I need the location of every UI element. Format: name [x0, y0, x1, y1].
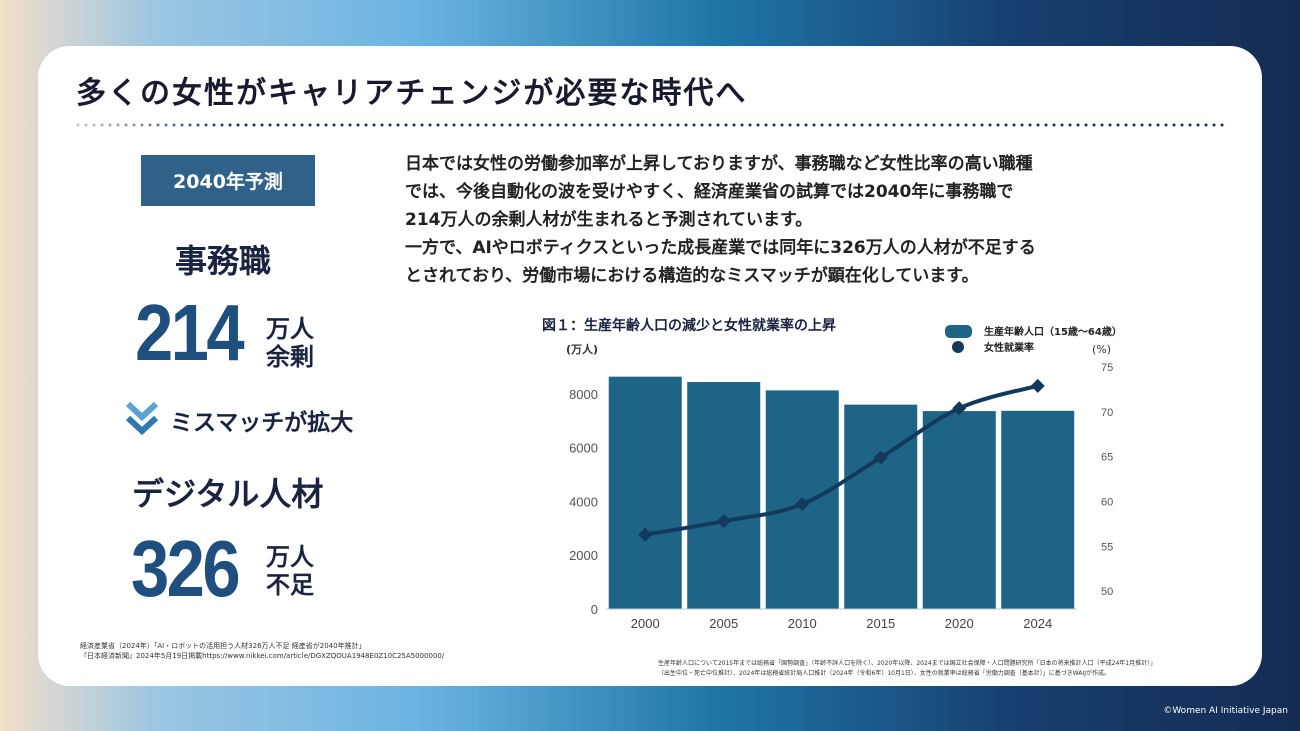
x-tick-label: 2010: [788, 616, 817, 631]
x-tick-label: 2024: [1023, 616, 1052, 631]
digital-unit-line2: 不足: [266, 571, 314, 599]
body-line: では、今後自動化の波を受けやすく、経済産業省の試算では2040年に事務職で: [405, 182, 1014, 202]
x-tick-label: 2005: [709, 616, 738, 631]
employment-rate-point: [638, 527, 653, 542]
clerical-unit-line2: 余剰: [266, 343, 314, 371]
title-divider-fade: [74, 121, 234, 129]
mismatch-row: ミスマッチが拡大: [124, 400, 353, 440]
slide-title: 多くの女性がキャリアチェンジが必要な時代へ: [76, 76, 748, 111]
body-line: 一方で、AIやロボティクスといった成長産業では同年に326万人の人材が不足する: [405, 238, 1036, 258]
y2-tick-label: 60: [1101, 496, 1113, 508]
y-tick-label: 8000: [569, 387, 598, 402]
y2-axis-unit: (%): [1092, 343, 1111, 356]
y-tick-label: 2000: [569, 548, 598, 563]
body-paragraph: 日本では女性の労働参加率が上昇しておりますが、事務職など女性比率の高い職種 では…: [405, 150, 1205, 290]
legend-swatch-line: [952, 341, 964, 353]
bar: [922, 411, 996, 609]
bar: [608, 376, 682, 609]
clerical-unit: 万人 余剰: [266, 315, 314, 371]
y2-tick-label: 70: [1101, 407, 1113, 419]
y2-tick-label: 75: [1101, 362, 1113, 374]
clerical-number: 214: [135, 288, 245, 377]
digital-unit-line1: 万人: [266, 543, 314, 571]
y-tick-label: 0: [591, 602, 598, 617]
source-note-left: 経済産業省（2024年）「AI・ロボットの活用担う人材326万人不足 経産省が2…: [80, 641, 444, 661]
bar: [844, 404, 918, 609]
y2-tick-label: 50: [1101, 586, 1113, 598]
employment-rate-point: [716, 514, 731, 529]
population-employment-chart: 0 2000 4000 6000 8000 50 55 60 65 70 75 (万人) (%) 2000…: [566, 325, 1122, 631]
title-divider: [74, 123, 1224, 127]
digital-number: 326: [131, 524, 241, 613]
y-axis-unit: (万人): [566, 342, 598, 356]
source-note-right: 生産年齢人口について2015年までは総務省「国勢調査」（年齢不詳人口を除く）、2…: [658, 659, 1156, 679]
source-line: （出生中位・死亡中位推計）、2024年は総務省統計局人口推計（2024年（令和6…: [658, 670, 1111, 677]
clerical-unit-line1: 万人: [266, 315, 314, 343]
employment-rate-point: [795, 497, 810, 512]
digital-unit: 万人 不足: [266, 543, 314, 599]
employment-rate-point: [1030, 378, 1045, 393]
legend-label: 生産年齢人口（15歳〜64歳）: [984, 325, 1122, 338]
x-tick-label: 2000: [631, 616, 660, 631]
bar: [1001, 410, 1075, 609]
y2-tick-label: 55: [1101, 541, 1113, 553]
y2-tick-label: 65: [1101, 452, 1113, 464]
employment-rate-point: [873, 450, 888, 465]
body-line: とされており、労働市場における構造的なミスマッチが顕在化しています。: [405, 266, 979, 286]
mismatch-label: ミスマッチが拡大: [170, 410, 354, 436]
forecast-badge: 2040年予測: [141, 155, 315, 206]
source-line: 経済産業省（2024年）「AI・ロボットの活用担う人材326万人不足 経産省が2…: [80, 642, 366, 650]
clerical-label: 事務職: [175, 242, 272, 280]
source-line: 生産年齢人口について2015年までは総務省「国勢調査」（年齢不詳人口を除く）、2…: [658, 660, 1157, 667]
body-line: 日本では女性の労働参加率が上昇しておりますが、事務職など女性比率の高い職種: [405, 154, 1033, 174]
y-tick-label: 4000: [569, 494, 598, 509]
source-line: 『日本経済新聞』2024年5月19日掲載https://www.nikkei.c…: [80, 652, 445, 660]
copyright: ©Women AI Initiative Japan: [1163, 706, 1288, 716]
x-tick-label: 2015: [866, 616, 895, 631]
employment-rate-point: [952, 401, 967, 416]
legend-label: 女性就業率: [984, 341, 1034, 354]
body-line: 214万人の余剰人材が生まれると予測されています。: [405, 210, 813, 230]
chart-title: 図１：生産年齢人口の減少と女性就業率の上昇: [542, 318, 836, 334]
x-tick-label: 2020: [945, 616, 974, 631]
y-tick-label: 6000: [569, 441, 598, 456]
legend-swatch-bar: [945, 325, 972, 338]
bar: [687, 382, 761, 609]
digital-label: デジタル人材: [132, 475, 324, 513]
double-chevron-down-icon: [125, 401, 159, 436]
